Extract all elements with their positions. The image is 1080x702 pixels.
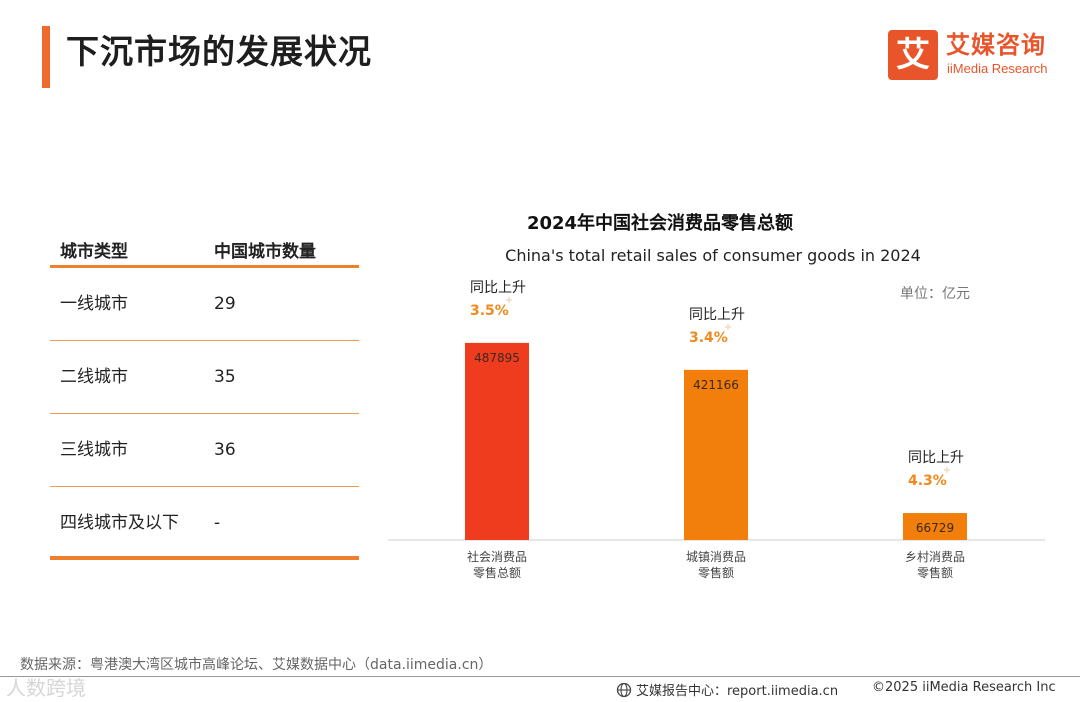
growth-caption: 同比上升 — [470, 280, 526, 296]
table-row: 三线城市 36 — [50, 414, 359, 487]
growth-value: 3.5% — [470, 303, 509, 319]
logo-chinese-name: 艾媒咨询 — [946, 31, 1046, 59]
category-label: 城镇消费品 — [686, 550, 746, 564]
logo-mark: 艾 — [888, 30, 938, 80]
bar — [903, 513, 967, 540]
row-city-count: 35 — [214, 367, 236, 387]
row-city-count: 29 — [214, 294, 236, 314]
table-row: 四线城市及以下 - — [50, 487, 359, 560]
chart-unit: 单位：亿元 — [900, 286, 970, 302]
category-label: 零售总额 — [473, 565, 521, 580]
table-row: 一线城市 29 — [50, 268, 359, 341]
footer-report-text: 艾媒报告中心：report.iimedia.cn — [636, 684, 839, 699]
sparkle-decoration — [506, 296, 512, 303]
chart-title: 2024年中国社会消费品零售总额 — [527, 212, 793, 234]
growth-caption: 同比上升 — [689, 307, 745, 323]
footer-report-center[interactable]: 艾媒报告中心：report.iimedia.cn — [616, 680, 838, 699]
sparkle-decoration — [725, 323, 731, 330]
bar-value-label: 66729 — [916, 521, 954, 535]
bar-value-label: 421166 — [693, 378, 739, 392]
page-title: 下沉市场的发展状况 — [66, 32, 372, 71]
row-city-count: 36 — [214, 440, 236, 460]
city-count-table: 城市类型 中国城市数量 一线城市 29 二线城市 35 三线城市 36 四线城市… — [50, 232, 359, 560]
row-city-count: - — [214, 513, 221, 533]
chart-subtitle: China's total retail sales of consumer g… — [505, 246, 921, 265]
table-row: 二线城市 35 — [50, 341, 359, 414]
bar — [684, 369, 748, 540]
row-city-type: 二线城市 — [60, 367, 128, 387]
table-header: 城市类型 中国城市数量 — [50, 232, 359, 268]
bar-value-label: 487895 — [474, 351, 520, 365]
header-city-count: 中国城市数量 — [214, 242, 316, 262]
row-city-type: 四线城市及以下 — [60, 513, 179, 533]
header-city-type: 城市类型 — [60, 242, 128, 262]
category-label: 零售额 — [917, 565, 953, 580]
row-city-type: 一线城市 — [60, 294, 128, 314]
footer-copyright: ©2025 iiMedia Research Inc — [872, 680, 1056, 695]
data-source: 数据来源：粤港澳大湾区城市高峰论坛、艾媒数据中心（data.iimedia.cn… — [20, 657, 493, 673]
category-label: 零售额 — [698, 565, 734, 580]
footer-divider — [0, 676, 1080, 677]
row-city-type: 三线城市 — [60, 440, 128, 460]
category-label: 乡村消费品 — [905, 550, 965, 564]
watermark: 人数跨境 — [6, 676, 86, 700]
growth-value: 3.4% — [689, 330, 728, 346]
bar — [465, 342, 529, 540]
title-accent-bar — [42, 26, 50, 88]
growth-value: 4.3% — [908, 473, 947, 489]
globe-icon — [616, 682, 632, 698]
growth-caption: 同比上升 — [908, 450, 964, 466]
iimedia-logo[interactable]: 艾 艾媒咨询 iiMedia Research — [888, 30, 1068, 80]
logo-english-name: iiMedia Research — [947, 61, 1048, 76]
sparkle-decoration — [944, 467, 950, 474]
retail-sales-chart: 2024年中国社会消费品零售总额 China's total retail sal… — [388, 212, 1045, 580]
category-label: 社会消费品 — [467, 549, 527, 564]
